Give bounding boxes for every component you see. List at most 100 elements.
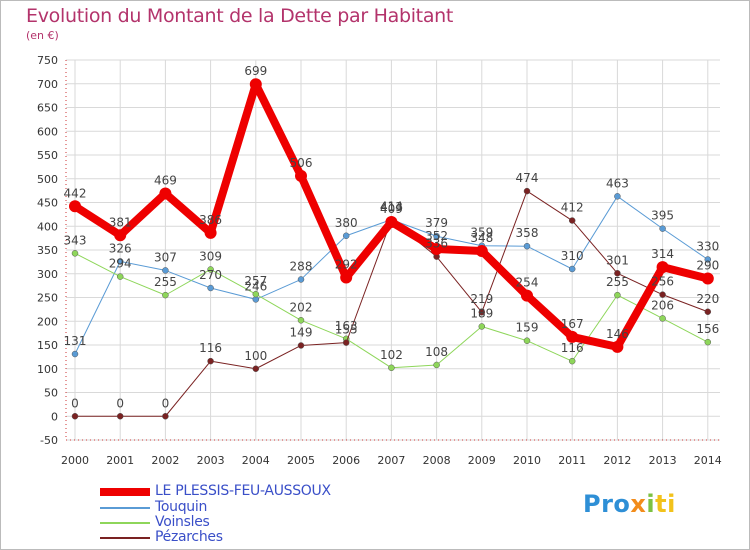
data-point-voinsles: [162, 291, 169, 299]
data-point-voinsles: [568, 357, 576, 365]
data-label-touquin: 246: [244, 279, 267, 293]
data-point-voinsles: [297, 317, 305, 324]
y-tick-label: 600: [37, 125, 58, 138]
data-label-p-zarches: 336: [425, 237, 448, 251]
data-label-voinsles: 202: [290, 300, 313, 314]
data-label-voinsles: 108: [425, 345, 448, 359]
x-tick-label: 2003: [197, 454, 225, 467]
data-label-voinsles: 102: [380, 348, 403, 362]
data-label-le-plessis-feu-aussoux: 699: [244, 64, 267, 78]
data-label-p-zarches: 155: [335, 323, 358, 337]
y-tick-label: 550: [37, 149, 58, 162]
x-tick-label: 2011: [558, 454, 586, 467]
legend-swatch-p-zarches: [100, 537, 150, 539]
data-label-le-plessis-feu-aussoux: 146: [606, 327, 629, 341]
data-label-p-zarches: 413: [380, 200, 403, 214]
data-label-le-plessis-feu-aussoux: 352: [425, 229, 448, 243]
x-tick-label: 2004: [242, 454, 270, 467]
data-label-p-zarches: 474: [516, 171, 539, 185]
data-label-touquin: 463: [606, 176, 629, 190]
data-point-touquin: [614, 193, 621, 200]
y-tick-label: 750: [37, 54, 58, 67]
data-label-p-zarches: 412: [561, 201, 584, 215]
data-label-voinsles: 309: [199, 249, 222, 263]
data-label-voinsles: 116: [561, 341, 584, 355]
proxiti-logo: Proxiti: [583, 490, 676, 518]
data-point-p-zarches: [252, 365, 260, 372]
y-tick-label: -50: [40, 434, 58, 447]
data-label-voinsles: 206: [651, 298, 674, 312]
data-point-le-plessis-feu-aussoux: [430, 243, 443, 256]
x-tick-label: 2001: [106, 454, 134, 467]
data-label-voinsles: 255: [154, 275, 177, 289]
data-label-le-plessis-feu-aussoux: 348: [470, 231, 493, 245]
data-label-voinsles: 343: [64, 233, 87, 247]
x-tick-label: 2012: [603, 454, 631, 467]
data-point-le-plessis-feu-aussoux: [656, 261, 669, 274]
y-tick-label: 650: [37, 102, 58, 115]
data-label-p-zarches: 149: [290, 325, 313, 339]
data-point-p-zarches: [71, 413, 79, 420]
data-point-touquin: [433, 232, 440, 240]
data-point-voinsles: [704, 338, 712, 346]
data-point-le-plessis-feu-aussoux: [204, 226, 217, 239]
data-label-touquin: 270: [199, 268, 222, 282]
data-point-voinsles: [388, 364, 395, 372]
data-point-voinsles: [614, 291, 621, 299]
data-label-voinsles: 294: [109, 257, 132, 271]
data-point-touquin: [71, 350, 79, 358]
x-tick-label: 2014: [694, 454, 722, 467]
legend-label-p-zarches: Pézarches: [155, 529, 223, 545]
data-label-touquin: 330: [696, 240, 719, 254]
data-label-p-zarches: 0: [116, 396, 124, 410]
data-point-touquin: [297, 276, 305, 283]
data-point-p-zarches: [297, 342, 305, 349]
data-point-touquin: [704, 256, 712, 263]
y-tick-label: 450: [37, 197, 58, 210]
data-label-le-plessis-feu-aussoux: 254: [516, 276, 539, 290]
data-label-le-plessis-feu-aussoux: 290: [696, 259, 719, 273]
data-point-le-plessis-feu-aussoux: [249, 78, 262, 91]
data-label-touquin: 131: [64, 334, 87, 348]
y-tick-label: 200: [37, 315, 58, 328]
legend-swatch-touquin: [100, 507, 150, 509]
x-tick-label: 2009: [468, 454, 496, 467]
data-point-voinsles: [478, 323, 486, 330]
x-tick-label: 2005: [287, 454, 315, 467]
data-label-le-plessis-feu-aussoux: 442: [64, 186, 87, 200]
data-label-voinsles: 257: [244, 274, 267, 288]
data-label-touquin: 358: [516, 226, 539, 240]
x-tick-label: 2007: [377, 454, 405, 467]
data-point-voinsles: [71, 250, 79, 257]
y-tick-label: 350: [37, 244, 58, 257]
data-point-touquin: [162, 267, 169, 274]
data-label-le-plessis-feu-aussoux: 167: [561, 317, 584, 331]
data-label-touquin: 326: [109, 241, 132, 255]
data-point-p-zarches: [162, 413, 169, 420]
legend-swatch-voinsles: [100, 522, 150, 524]
data-label-voinsles: 163: [335, 319, 358, 333]
data-label-voinsles: 159: [516, 321, 539, 335]
data-label-touquin: 380: [335, 216, 358, 230]
data-label-p-zarches: 0: [162, 396, 170, 410]
data-point-p-zarches: [116, 413, 124, 420]
data-label-p-zarches: 220: [696, 292, 719, 306]
y-tick-label: 100: [37, 363, 58, 376]
data-label-touquin: 288: [290, 259, 313, 273]
data-label-touquin: 395: [651, 209, 674, 223]
data-point-p-zarches: [478, 308, 486, 316]
data-point-le-plessis-feu-aussoux: [566, 330, 579, 343]
data-point-touquin: [659, 225, 666, 232]
data-label-voinsles: 189: [470, 306, 493, 320]
x-tick-label: 2010: [513, 454, 541, 467]
data-label-le-plessis-feu-aussoux: 469: [154, 173, 177, 187]
legend-label-voinsles: Voinsles: [155, 514, 210, 530]
data-point-le-plessis-feu-aussoux: [611, 340, 624, 353]
y-tick-label: 50: [44, 387, 58, 400]
x-tick-label: 2000: [61, 454, 89, 467]
data-label-le-plessis-feu-aussoux: 386: [199, 213, 222, 227]
data-point-le-plessis-feu-aussoux: [340, 271, 353, 284]
